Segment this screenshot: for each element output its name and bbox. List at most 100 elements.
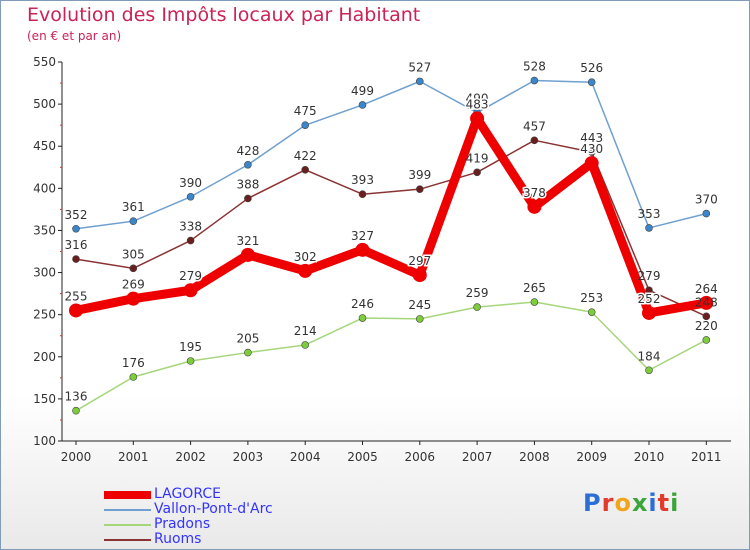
data-label-ruoms: 248	[695, 295, 718, 309]
x-tick-label: 2002	[175, 450, 206, 464]
data-point-lagorce	[699, 295, 714, 310]
data-label-ruoms: 316	[65, 238, 88, 252]
logo-letter: t	[657, 489, 671, 517]
data-point-pradons	[129, 373, 138, 381]
data-label-lagorce: 327	[351, 229, 374, 243]
data-point-ruoms	[645, 286, 653, 295]
y-tick-label: 200	[33, 350, 56, 364]
data-point-lagorce	[355, 242, 370, 257]
data-point-vallon-pont-d-arc	[72, 224, 80, 233]
legend-swatch-ruoms	[104, 539, 151, 541]
data-label-ruoms: 419	[466, 151, 489, 165]
data-label-pradons: 259	[466, 286, 489, 300]
data-label-pradons: 220	[695, 319, 718, 333]
data-point-pradons	[473, 303, 481, 311]
x-tick-label: 2005	[347, 450, 378, 464]
data-point-vallon-pont-d-arc	[702, 209, 711, 218]
data-point-lagorce	[298, 263, 313, 278]
data-label-vallon-pont-d-arc: 370	[695, 193, 718, 207]
data-point-vallon-pont-d-arc	[645, 224, 653, 232]
legend-swatch-lagorce	[104, 491, 151, 499]
legend-swatch-pradons	[104, 524, 151, 526]
data-label-lagorce: 269	[122, 278, 145, 292]
series-line-lagorce	[71, 113, 711, 318]
data-label-vallon-pont-d-arc: 490	[466, 92, 489, 106]
x-tick-label: 2010	[634, 450, 665, 464]
data-label-vallon-pont-d-arc: 527	[408, 60, 431, 74]
data-point-vallon-pont-d-arc	[129, 217, 138, 225]
y-tick-label: 450	[33, 139, 56, 153]
series-line-vallon-pont-d-arc	[75, 79, 708, 230]
x-tick-label: 2000	[61, 450, 92, 464]
x-tick-label: 2004	[290, 450, 321, 464]
data-point-ruoms	[530, 136, 539, 145]
data-label-vallon-pont-d-arc: 428	[236, 144, 259, 158]
data-label-pradons: 246	[351, 297, 374, 311]
data-point-ruoms	[129, 264, 138, 273]
x-tick-label: 2008	[519, 450, 550, 464]
data-label-pradons: 184	[638, 349, 661, 363]
data-point-ruoms	[587, 148, 596, 156]
data-point-vallon-pont-d-arc	[415, 77, 424, 86]
data-point-ruoms	[473, 168, 481, 177]
y-tick-label: 150	[33, 392, 56, 406]
data-label-vallon-pont-d-arc: 353	[638, 207, 661, 221]
logo-letter: x	[631, 489, 649, 517]
chart-title: Evolution des Impôts locaux par Habitant	[27, 4, 421, 26]
data-label-vallon-pont-d-arc: 352	[65, 208, 88, 222]
data-label-ruoms: 393	[351, 173, 374, 187]
data-label-lagorce: 378	[523, 186, 546, 200]
data-label-ruoms: 443	[580, 131, 603, 145]
data-point-vallon-pont-d-arc	[301, 121, 310, 129]
data-point-ruoms	[186, 236, 195, 245]
data-point-vallon-pont-d-arc	[530, 76, 539, 85]
data-label-lagorce: 430	[580, 142, 603, 156]
data-point-pradons	[702, 336, 711, 344]
data-label-pradons: 176	[122, 356, 145, 370]
data-label-lagorce: 252	[638, 292, 661, 306]
logo-letter: i	[648, 489, 658, 517]
data-point-vallon-pont-d-arc	[358, 101, 367, 109]
y-tick-label: 250	[33, 308, 56, 322]
data-label-pradons: 214	[294, 324, 317, 338]
x-tick-label: 2001	[118, 450, 149, 464]
data-point-lagorce	[69, 303, 83, 318]
data-label-ruoms: 388	[236, 177, 259, 191]
logo-letter: P	[583, 489, 602, 517]
y-tick-label: 300	[33, 266, 56, 280]
data-label-lagorce: 321	[236, 234, 259, 248]
data-label-ruoms: 457	[523, 119, 546, 133]
data-point-lagorce	[183, 283, 198, 298]
data-label-pradons: 253	[580, 291, 603, 305]
data-point-pradons	[358, 314, 367, 322]
data-label-pradons: 205	[236, 332, 259, 346]
x-tick-label: 2007	[462, 450, 493, 464]
data-label-lagorce: 302	[294, 250, 317, 264]
y-tick-label: 550	[33, 55, 56, 69]
data-label-ruoms: 399	[408, 168, 431, 182]
data-label-vallon-pont-d-arc: 475	[294, 104, 317, 118]
data-label-pradons: 245	[408, 298, 431, 312]
data-label-vallon-pont-d-arc: 390	[179, 176, 202, 190]
data-point-lagorce	[584, 156, 599, 171]
x-tick-label: 2003	[233, 450, 264, 464]
data-point-vallon-pont-d-arc	[186, 192, 195, 201]
data-point-ruoms	[415, 185, 424, 193]
data-label-ruoms: 422	[294, 149, 317, 163]
logo-letter: o	[614, 489, 632, 517]
legend-label-lagorce: LAGORCE	[154, 486, 221, 502]
y-tick-label: 350	[33, 223, 56, 237]
data-point-lagorce	[470, 111, 485, 126]
y-tick-label: 400	[33, 181, 56, 195]
data-label-vallon-pont-d-arc: 499	[351, 84, 374, 98]
data-point-lagorce	[527, 199, 542, 214]
series-line-ruoms	[75, 139, 708, 318]
data-label-lagorce: 264	[695, 282, 718, 296]
data-point-ruoms	[358, 190, 367, 199]
x-tick-label: 2009	[576, 450, 607, 464]
data-point-lagorce	[126, 291, 141, 306]
data-point-vallon-pont-d-arc	[587, 78, 596, 87]
data-label-lagorce: 297	[408, 254, 431, 268]
